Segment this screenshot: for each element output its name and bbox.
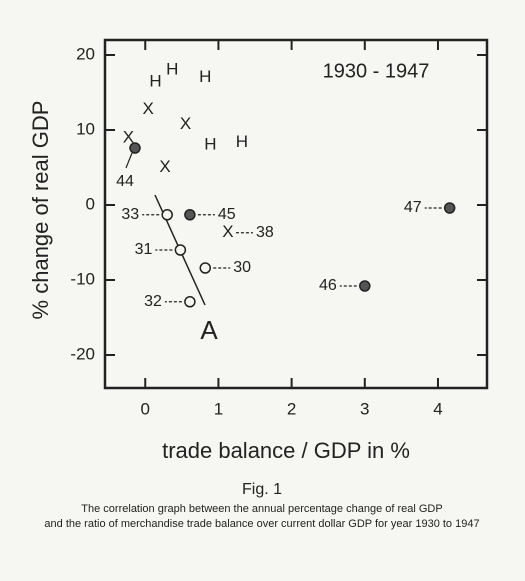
x-tick-label: 0: [141, 399, 150, 418]
point: H: [149, 71, 161, 90]
point-label: 47: [404, 199, 422, 216]
annotation: A: [200, 315, 218, 345]
y-axis-label: % change of real GDP: [28, 101, 53, 320]
leader: [125, 152, 133, 169]
point: X: [143, 99, 154, 118]
point-label: 31: [135, 241, 153, 258]
x-axis-label: trade balance / GDP in %: [162, 438, 410, 463]
x-tick-label: 2: [287, 399, 296, 418]
y-tick-label: 0: [86, 194, 95, 213]
point: [129, 142, 141, 154]
y-tick-label: -20: [70, 344, 95, 363]
point-label: 33: [121, 206, 139, 223]
plot-frame: [103, 38, 489, 390]
caption-title: Fig. 1: [242, 481, 282, 498]
y-tick-label: 20: [76, 44, 95, 63]
point-label: 32: [144, 293, 162, 310]
point: [184, 296, 196, 308]
caption-line: and the ratio of merchandise trade balan…: [44, 518, 479, 530]
point: [161, 209, 173, 221]
point-label: 38: [256, 224, 274, 241]
y-tick-label: 10: [76, 119, 95, 138]
point: X: [222, 222, 233, 241]
chart-title: 1930 - 1947: [323, 60, 430, 82]
point: H: [204, 134, 216, 153]
point: [184, 209, 196, 221]
point: X: [180, 114, 191, 133]
point: H: [166, 59, 178, 78]
point: H: [236, 132, 248, 151]
point: H: [199, 67, 211, 86]
point: [443, 202, 456, 214]
point: X: [123, 128, 134, 147]
point-label: 44: [116, 173, 134, 190]
y-tick-label: -10: [70, 269, 95, 288]
point: [174, 244, 187, 256]
x-tick-label: 3: [360, 399, 369, 418]
point-label: 30: [233, 259, 251, 276]
point-label: 46: [319, 277, 337, 294]
point: [359, 280, 371, 292]
x-tick-label: 4: [433, 399, 442, 418]
point: [199, 262, 212, 274]
x-tick-label: 1: [214, 399, 223, 418]
point-label: 45: [218, 206, 236, 223]
caption-line: The correlation graph between the annual…: [81, 503, 442, 515]
point: X: [159, 157, 170, 176]
